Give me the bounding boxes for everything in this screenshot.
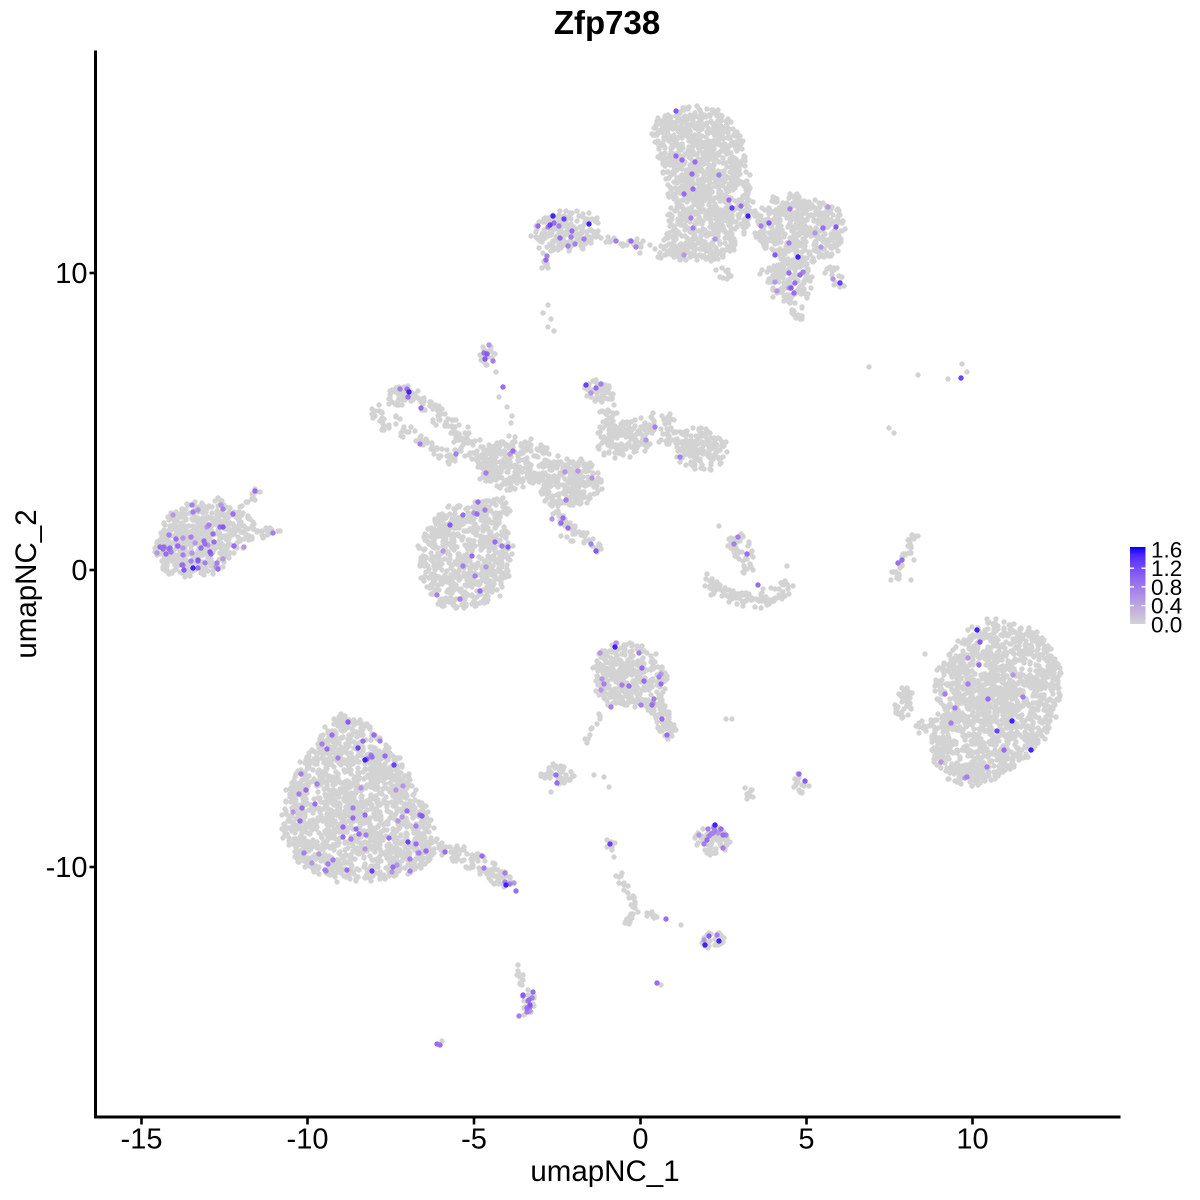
svg-text:0.4: 0.4 bbox=[1151, 594, 1182, 619]
svg-text:1.2: 1.2 bbox=[1151, 556, 1182, 581]
svg-text:0: 0 bbox=[71, 555, 87, 587]
svg-text:0.0: 0.0 bbox=[1151, 612, 1182, 637]
svg-text:1.6: 1.6 bbox=[1151, 538, 1182, 563]
svg-text:-10: -10 bbox=[46, 852, 88, 884]
svg-text:umapNC_2: umapNC_2 bbox=[10, 509, 43, 658]
svg-text:5: 5 bbox=[798, 1124, 814, 1156]
svg-text:0: 0 bbox=[632, 1124, 648, 1156]
svg-text:Zfp738: Zfp738 bbox=[554, 4, 660, 41]
svg-text:-5: -5 bbox=[461, 1124, 487, 1156]
svg-text:10: 10 bbox=[956, 1124, 988, 1156]
svg-text:umapNC_1: umapNC_1 bbox=[530, 1155, 679, 1188]
svg-text:0.8: 0.8 bbox=[1151, 575, 1182, 600]
svg-text:-10: -10 bbox=[287, 1124, 329, 1156]
svg-text:-15: -15 bbox=[121, 1124, 163, 1156]
svg-text:10: 10 bbox=[55, 258, 87, 290]
